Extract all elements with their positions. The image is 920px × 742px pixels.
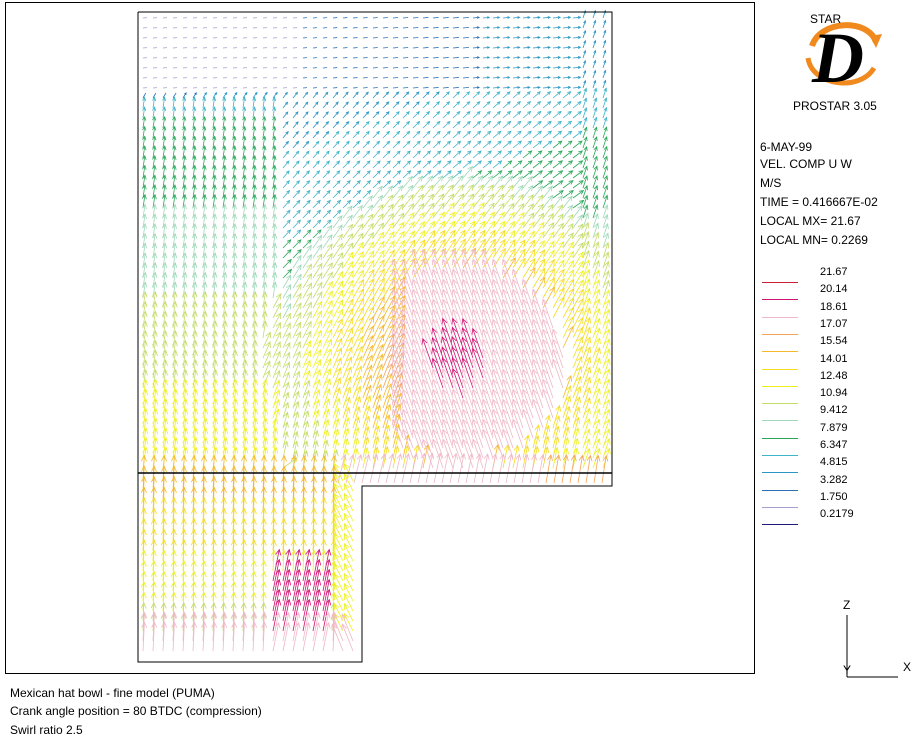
info-local-max: LOCAL MX= 21.67 bbox=[760, 214, 861, 228]
axis-label-z: Z bbox=[843, 598, 851, 612]
logo-letter: D bbox=[812, 18, 864, 98]
logo-name: PROSTAR 3.05 bbox=[793, 99, 877, 113]
legend-label: 1.750 bbox=[820, 490, 848, 503]
axis-label-y: Y bbox=[843, 663, 852, 677]
caption-swirl-ratio: Swirl ratio 2.5 bbox=[10, 723, 83, 737]
legend-swatch bbox=[762, 333, 798, 335]
logo-top-text: STAR bbox=[810, 12, 842, 26]
legend-swatch bbox=[762, 455, 798, 456]
legend-swatch bbox=[762, 472, 798, 474]
legend-label: 9.412 bbox=[820, 404, 848, 417]
legend-label: 14.01 bbox=[820, 352, 848, 365]
legend-swatch bbox=[762, 368, 798, 370]
legend-swatch bbox=[762, 437, 798, 439]
info-date: 6-MAY-99 bbox=[760, 140, 813, 154]
vector-field-plot bbox=[137, 9, 613, 663]
legend-swatch bbox=[762, 420, 798, 422]
caption-crank-angle: Crank angle position = 80 BTDC (compress… bbox=[10, 704, 262, 718]
legend-label: 17.07 bbox=[820, 317, 848, 330]
info-variable: VEL. COMP U W bbox=[760, 157, 852, 171]
legend-label: 21.67 bbox=[820, 266, 848, 278]
legend-swatch bbox=[762, 506, 798, 508]
legend-label: 0.2179 bbox=[820, 508, 854, 521]
legend-swatch bbox=[762, 403, 798, 405]
legend-label: 15.54 bbox=[820, 335, 848, 348]
legend-label: 12.48 bbox=[820, 369, 848, 382]
legend-swatch bbox=[762, 282, 798, 283]
legend-swatch bbox=[762, 316, 798, 318]
logo-swoosh-icon bbox=[805, 22, 882, 86]
axis-triad-icon bbox=[846, 615, 898, 678]
legend-swatch bbox=[762, 524, 798, 526]
legend-label: 6.347 bbox=[820, 439, 848, 451]
domain-outline bbox=[137, 11, 613, 663]
legend-label: 4.815 bbox=[820, 456, 848, 469]
star-logo: STAR D bbox=[790, 8, 890, 98]
legend-label: 7.879 bbox=[820, 421, 848, 434]
info-local-min: LOCAL MN= 0.2269 bbox=[760, 233, 868, 247]
info-time: TIME = 0.416667E-02 bbox=[760, 195, 878, 209]
legend-swatch bbox=[762, 385, 798, 387]
legend-swatch bbox=[762, 351, 798, 353]
legend-swatch bbox=[762, 489, 798, 491]
plot-frame bbox=[5, 2, 755, 674]
info-units: M/S bbox=[760, 176, 782, 190]
axis-label-x: X bbox=[903, 660, 912, 674]
legend-label: 10.94 bbox=[820, 387, 848, 400]
caption-title: Mexican hat bowl - fine model (PUMA) bbox=[10, 686, 215, 700]
legend-label: 3.282 bbox=[820, 473, 848, 486]
legend-swatch bbox=[762, 299, 798, 301]
legend-label: 18.61 bbox=[820, 300, 848, 313]
legend-label: 20.14 bbox=[820, 283, 848, 296]
vector-arrows bbox=[140, 9, 611, 652]
